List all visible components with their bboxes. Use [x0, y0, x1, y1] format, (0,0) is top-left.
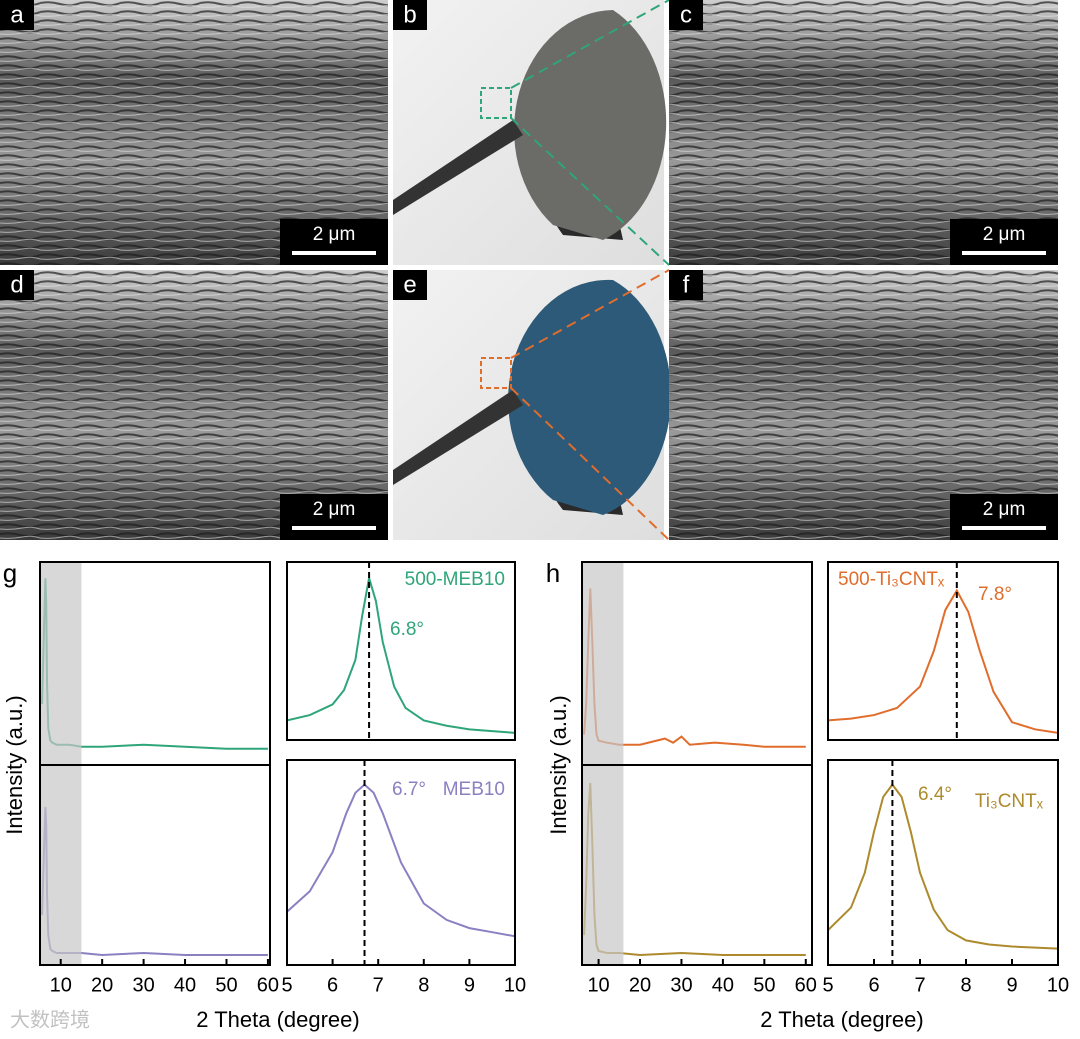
zoom-box: [480, 87, 512, 119]
panel-label-box: [669, 270, 703, 300]
panel-label: h: [546, 558, 560, 588]
plot-frame: [581, 764, 813, 966]
x-tick-label: 50: [753, 974, 775, 996]
peak-label: 7.8°: [978, 584, 1012, 605]
highlight-region: [40, 562, 82, 765]
peak-label: 6.8°: [390, 619, 424, 640]
zoom-line: [510, 387, 670, 541]
zoom-line: [510, 0, 670, 89]
x-tick-label: 60: [795, 974, 817, 996]
x-tick-label: 40: [712, 974, 734, 996]
highlight-region: [582, 562, 624, 765]
series-line: [287, 783, 515, 938]
film: [514, 10, 667, 240]
scale-bar-label: 2 μm: [983, 499, 1026, 520]
x-axis-title: 2 Theta (degree): [760, 1007, 923, 1032]
panel-label: b: [403, 1, 416, 28]
series-name: Ti₃CNTₓ: [975, 791, 1044, 812]
panel-label-box: [669, 0, 703, 30]
panel-label: g: [3, 558, 17, 588]
plot-frame: [827, 759, 1059, 966]
y-axis-title: Intensity (a.u.): [546, 695, 571, 834]
x-tick-label: 10: [587, 974, 609, 996]
panel-label-box: [393, 0, 427, 30]
plot-frame: [39, 764, 271, 966]
panel-label: d: [10, 271, 23, 298]
series-line: [828, 782, 1058, 950]
series-name: MEB10: [443, 779, 505, 800]
panel-label-box: [0, 270, 34, 300]
x-tick-label: 8: [960, 974, 971, 996]
scale-bar-box: [280, 219, 388, 265]
panel-label-box: [393, 270, 427, 300]
x-tick-label: 7: [373, 974, 384, 996]
x-tick-label: 10: [504, 974, 526, 996]
peak-label: 6.4°: [918, 784, 952, 805]
scale-bar-box: [950, 219, 1058, 265]
highlight-region: [40, 765, 82, 965]
x-tick-label: 5: [281, 974, 292, 996]
x-tick-label: 50: [215, 974, 237, 996]
zoom-box: [480, 357, 512, 389]
x-tick-label: 30: [132, 974, 154, 996]
plot-frame: [286, 759, 516, 966]
scale-bar-label: 2 μm: [313, 499, 356, 520]
scale-bar-label: 2 μm: [983, 224, 1026, 245]
panel-label-box: [0, 0, 34, 30]
series-name: 500-MEB10: [405, 569, 505, 590]
scale-bar-box: [950, 494, 1058, 540]
x-tick-label: 9: [1006, 974, 1017, 996]
film: [508, 279, 672, 515]
scale-bar-label: 2 μm: [313, 224, 356, 245]
series-line: [828, 588, 1058, 734]
x-tick-label: 20: [91, 974, 113, 996]
tweezers: [393, 120, 523, 215]
series-name: 500-Ti₃CNTₓ: [838, 569, 945, 590]
x-axis-title: 2 Theta (degree): [196, 1007, 359, 1032]
x-tick-label: 7: [914, 974, 925, 996]
x-tick-label: 10: [50, 974, 72, 996]
x-tick-label: 6: [868, 974, 879, 996]
scale-bar-box: [280, 494, 388, 540]
panel-label: e: [403, 271, 416, 298]
x-tick-label: 9: [464, 974, 475, 996]
zoom-line: [510, 269, 670, 359]
x-tick-label: 6: [327, 974, 338, 996]
series-line: [287, 577, 515, 734]
x-tick-label: 20: [629, 974, 651, 996]
panel-label: f: [683, 271, 690, 298]
x-tick-label: 40: [174, 974, 196, 996]
zoom-line: [510, 117, 670, 266]
x-tick-label: 30: [670, 974, 692, 996]
panel-label: a: [10, 1, 24, 28]
peak-label: 6.7°: [392, 779, 426, 800]
tweezers: [393, 390, 523, 485]
plot-frame: [286, 561, 516, 741]
y-axis-title: Intensity (a.u.): [2, 695, 27, 834]
watermark: 大数跨境: [10, 1008, 90, 1031]
panel-label: c: [680, 1, 692, 28]
x-tick-label: 10: [1047, 974, 1069, 996]
plot-frame: [827, 561, 1059, 741]
x-tick-label: 60: [257, 974, 279, 996]
highlight-region: [582, 765, 624, 965]
x-tick-label: 8: [418, 974, 429, 996]
x-tick-label: 5: [822, 974, 833, 996]
